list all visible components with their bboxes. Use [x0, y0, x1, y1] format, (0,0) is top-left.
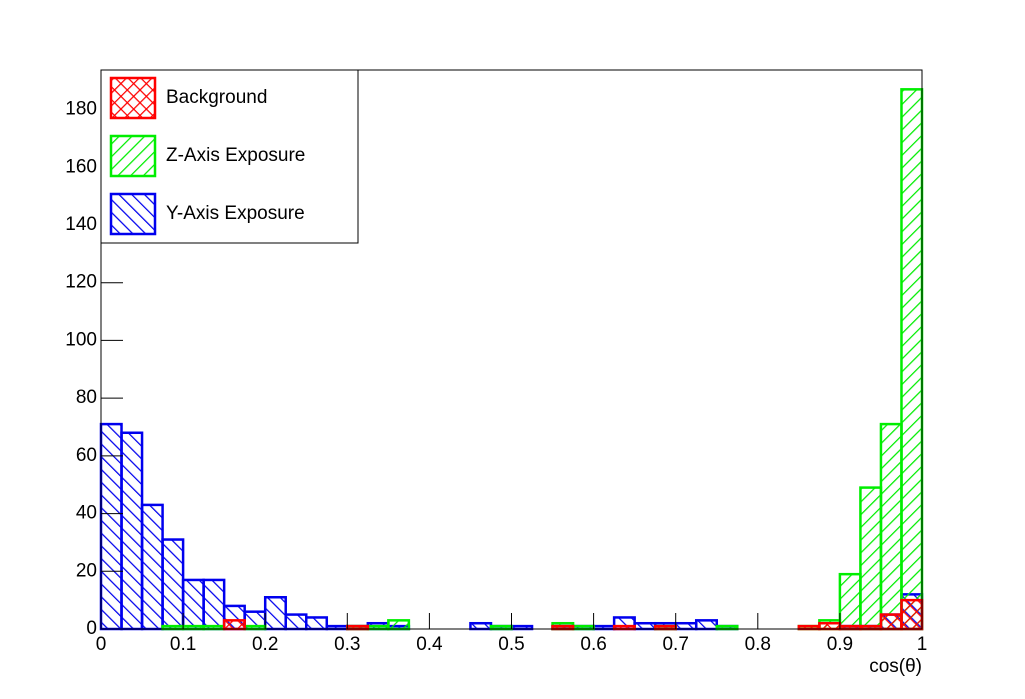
- y-tick-label: 140: [65, 214, 97, 235]
- histogram-bar: [879, 613, 903, 631]
- histogram-bar: [99, 422, 123, 631]
- x-tick-label: 0.5: [498, 634, 524, 655]
- histogram-bar: [674, 621, 698, 631]
- legend-swatch: [109, 76, 157, 120]
- histogram-bar: [120, 431, 144, 631]
- histogram-bar: [694, 619, 718, 631]
- histogram-bar: [387, 619, 411, 631]
- x-tick-label: 0.3: [334, 634, 360, 655]
- histogram-bar: [140, 503, 164, 631]
- histogram-bar: [181, 578, 205, 631]
- x-tick-label: 0: [96, 634, 107, 655]
- x-axis-label: cos(θ): [869, 656, 922, 677]
- histogram-bar: [284, 613, 308, 631]
- x-tick-label: 0.7: [662, 634, 688, 655]
- y-tick-label: 180: [65, 99, 97, 120]
- x-tick-label: 0.4: [416, 634, 443, 655]
- y-tick-label: 0: [86, 618, 97, 639]
- legend-swatch: [109, 134, 157, 178]
- legend-label: Z-Axis Exposure: [166, 145, 305, 166]
- x-tick-label: 0.2: [252, 634, 278, 655]
- legend-swatch: [109, 192, 157, 236]
- y-tick-label: 160: [65, 156, 97, 177]
- y-tick-label: 20: [76, 560, 97, 581]
- legend-label: Y-Axis Exposure: [166, 203, 305, 224]
- y-tick-label: 100: [65, 329, 97, 350]
- x-tick-label: 0.6: [580, 634, 606, 655]
- histogram-bar: [469, 621, 493, 631]
- histogram-bar: [161, 538, 185, 631]
- y-tick-label: 40: [76, 503, 97, 524]
- histogram-bar: [202, 578, 226, 631]
- histogram-bar: [900, 88, 924, 631]
- x-tick-label: 0.1: [170, 634, 196, 655]
- legend-label: Background: [166, 87, 267, 108]
- histogram-bar: [305, 616, 329, 631]
- x-tick-label: 0.8: [745, 634, 771, 655]
- histogram-bar: [900, 598, 924, 631]
- x-tick-label: 0.9: [827, 634, 853, 655]
- x-tick-label: 1: [917, 634, 928, 655]
- y-tick-label: 80: [76, 387, 97, 408]
- y-tick-label: 120: [65, 272, 97, 293]
- histogram-bar: [838, 572, 862, 631]
- histogram-bar: [263, 596, 287, 631]
- histogram-bar: [859, 486, 883, 631]
- histogram-bar: [222, 619, 246, 631]
- legend: Background Z-Axis Exposure Y-Axis Exposure: [100, 69, 359, 244]
- histogram-bar: [633, 621, 657, 631]
- histogram-bar: [879, 422, 903, 631]
- histogram-bar: [818, 621, 842, 631]
- y-tick-label: 60: [76, 445, 97, 466]
